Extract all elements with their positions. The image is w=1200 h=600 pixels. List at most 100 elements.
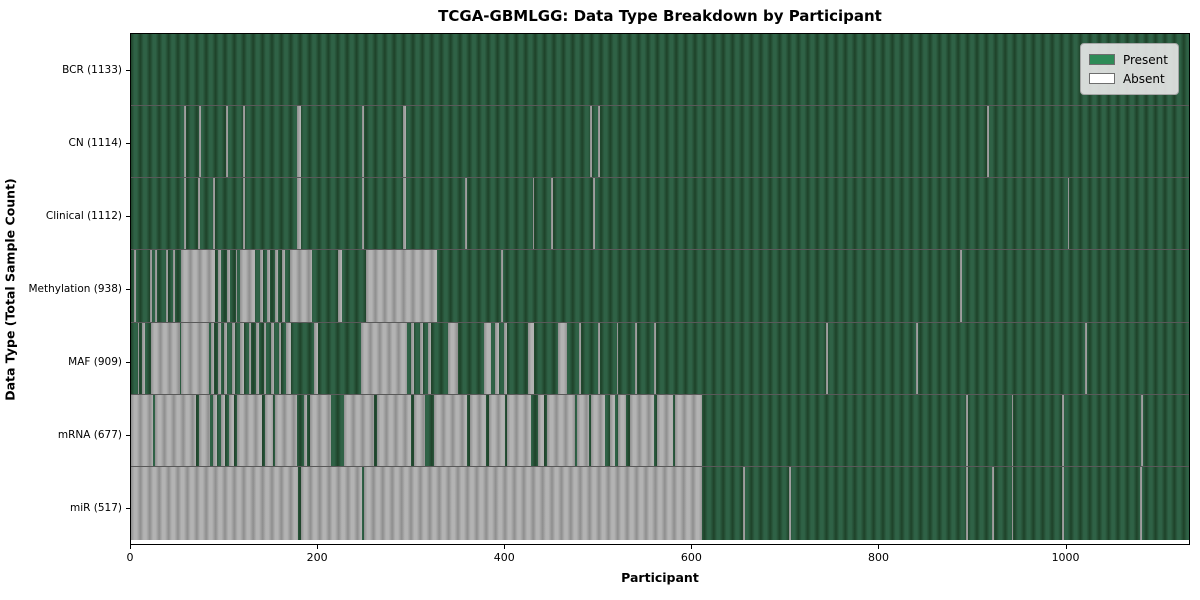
absent-segment [199,106,202,178]
absent-segment [314,322,318,394]
absent-segment [289,250,313,322]
heatmap-rows [131,34,1189,540]
row-Methylation [131,250,1189,323]
plot-area: Present Absent [130,33,1190,545]
absent-segment [557,322,568,394]
absent-segment [420,322,424,394]
absent-segment [376,394,412,466]
absent-segment [965,466,968,540]
absent-segment [155,250,158,322]
absent-segment [597,106,600,178]
y-tick-label-miR: miR (517) [69,502,122,515]
present-swatch-icon [1088,54,1115,65]
x-tick-mark [1065,545,1067,549]
absent-segment [742,466,745,540]
absent-segment [629,394,654,466]
y-tick-mark [126,69,130,71]
absent-segment [991,466,994,540]
absent-segment [960,250,963,322]
legend-absent-label: Absent [1122,71,1165,86]
x-tick-mark [130,545,131,549]
y-tick-mark [126,435,130,437]
absent-segment [274,250,278,322]
absent-segment [427,322,431,394]
absent-segment [243,106,245,178]
absent-segment [217,322,221,394]
absent-segment [155,394,197,466]
absent-segment [434,394,468,466]
y-axis-label: Data Type (Total Sample Count) [2,178,18,401]
absent-segment [591,394,606,466]
absent-segment [338,250,343,322]
absent-segment [465,178,468,250]
absent-segment [507,394,531,466]
absent-segment [149,250,152,322]
absent-segment [142,322,145,394]
absent-segment [220,394,226,466]
absent-segment [825,322,828,394]
x-tick-label: 200 [306,551,328,564]
absent-segment [278,322,282,394]
absent-segment [593,178,596,250]
absent-segment [166,250,169,322]
absent-segment [226,106,229,178]
absent-segment [402,178,407,250]
absent-segment [173,250,175,322]
absent-segment [1062,394,1064,466]
row-MAF [131,322,1189,395]
absent-segment [267,250,271,322]
absent-swatch-icon [1088,73,1115,84]
absent-segment [282,250,286,322]
x-tick-mark [317,545,319,549]
absent-segment [243,178,245,250]
absent-segment [213,178,216,250]
present-band [131,322,1189,394]
y-tick-mark [126,142,130,144]
absent-segment [199,394,211,466]
absent-segment [303,394,307,466]
absent-segment [364,466,703,540]
legend-present-label: Present [1122,52,1168,67]
x-tick-label: 800 [867,551,889,564]
y-tick-label-mRNA: mRNA (677) [57,429,122,442]
chart-title: TCGA-GBMLGG: Data Type Breakdown by Part… [438,7,882,25]
absent-segment [259,250,263,322]
x-tick-mark [878,545,880,549]
row-BCR [131,34,1189,107]
absent-segment [538,394,544,466]
x-tick-label: 600 [680,551,702,564]
absent-segment [263,322,267,394]
absent-segment [274,394,298,466]
absent-segment [577,394,589,466]
y-tick-label-CN: CN (1114) [68,136,122,149]
absent-segment [495,322,499,394]
absent-segment [527,322,535,394]
present-band [131,178,1189,250]
y-tick-mark [126,362,130,364]
absent-segment [500,250,503,322]
absent-segment [240,250,256,322]
absent-segment [310,394,331,466]
absent-segment [987,106,990,178]
absent-segment [1085,322,1088,394]
legend: Present Absent [1079,43,1179,95]
x-tick-label: 400 [493,551,515,564]
y-tick-mark [126,508,130,510]
absent-segment [361,178,364,250]
absent-segment [224,322,228,394]
absent-segment [150,322,180,394]
absent-segment [227,250,230,322]
absent-segment [597,322,600,394]
present-band [131,106,1189,178]
absent-segment [590,106,593,178]
absent-segment [610,394,615,466]
absent-segment [469,394,486,466]
absent-segment [271,322,274,394]
absent-segment [413,394,426,466]
absent-segment [137,322,140,394]
absent-segment [181,322,210,394]
x-tick-mark [504,545,506,549]
row-Clinical [131,178,1189,251]
absent-segment [411,322,414,394]
